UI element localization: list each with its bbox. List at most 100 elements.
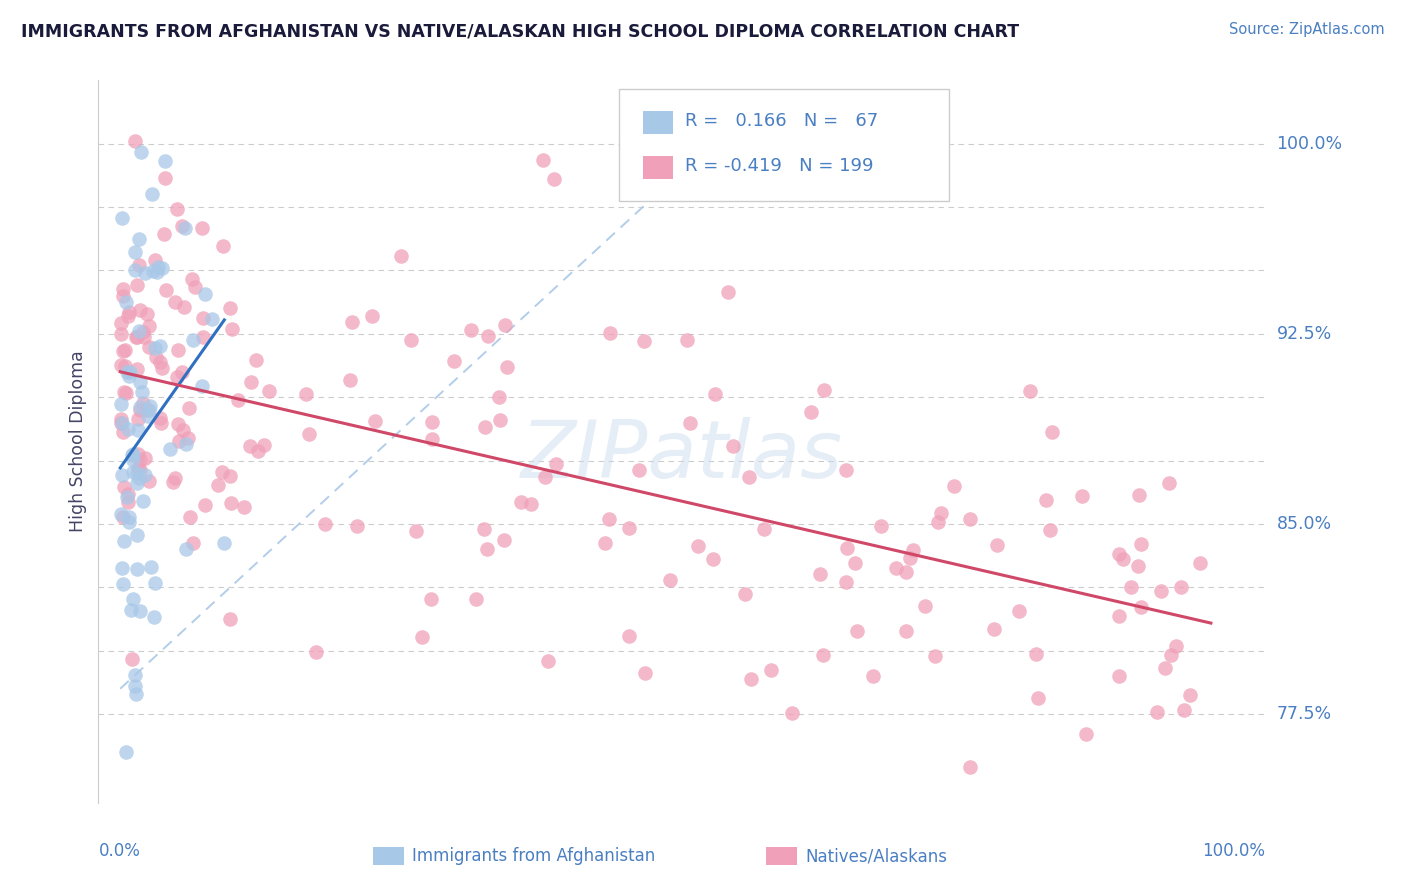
Point [411,631,433,645]
Point [150,261,173,276]
Point [110,416,132,430]
Point [131,396,153,410]
Point [420,432,443,446]
Point [145,351,167,365]
Point [136,409,159,423]
Point [495,359,517,374]
Point [129,453,152,467]
Point [129,375,152,389]
Point [181,535,204,549]
Point [598,512,620,526]
Point [634,665,657,680]
Point [191,220,214,235]
Point [717,285,740,300]
Point [117,422,139,436]
Point [128,471,150,485]
Point [239,376,262,390]
Point [138,402,160,417]
Point [159,442,181,456]
Point [704,387,727,401]
Point [721,439,744,453]
Point [121,448,143,462]
Point [146,265,169,279]
Point [138,319,160,334]
Point [599,326,621,340]
Point [131,385,153,400]
Point [111,211,134,226]
Point [121,652,143,666]
Point [180,272,202,286]
Point [1173,703,1195,717]
Point [474,420,496,434]
Point [835,463,858,477]
Point [125,362,148,376]
Point [1025,647,1047,661]
Point [132,494,155,508]
Point [124,679,146,693]
Point [959,760,981,774]
Point [172,219,194,234]
Point [117,490,139,504]
Point [520,497,543,511]
Point [143,342,166,356]
Point [127,412,149,426]
Point [150,361,173,376]
Point [361,309,384,323]
Point [194,287,217,301]
Point [221,322,243,336]
Point [1108,547,1130,561]
Point [128,402,150,417]
Point [1019,384,1042,398]
Point [110,507,132,521]
Point [617,521,640,535]
Point [1150,584,1173,599]
Point [114,385,136,400]
Point [811,648,834,663]
Point [846,624,869,639]
Point [134,467,156,482]
Point [112,480,135,494]
Point [488,413,510,427]
Point [627,463,650,477]
Point [1126,559,1149,574]
Point [117,495,139,509]
Point [112,384,135,399]
Point [835,541,858,555]
Point [124,667,146,681]
Point [537,655,560,669]
Point [1074,726,1097,740]
Point [1128,488,1150,502]
Point [465,592,488,607]
Point [183,279,205,293]
Point [543,171,565,186]
Point [252,438,274,452]
Point [153,170,176,185]
Point [131,325,153,339]
Point [314,517,336,532]
Point [138,475,160,489]
Point [659,573,682,587]
Text: Natives/Alaskans: Natives/Alaskans [806,847,948,865]
Point [212,239,235,253]
Point [128,302,150,317]
Point [305,645,328,659]
Point [112,282,135,296]
Point [115,365,138,379]
Point [297,427,319,442]
Point [898,551,921,566]
Point [177,401,200,415]
Point [117,309,139,323]
Point [173,220,195,235]
Point [239,439,262,453]
Point [110,397,132,411]
Point [136,402,159,417]
Point [942,479,965,493]
Point [112,534,135,549]
Point [1160,648,1182,662]
Point [129,605,152,619]
Point [211,465,233,479]
Point [734,587,756,601]
Point [139,399,162,413]
Text: R = -0.419   N = 199: R = -0.419 N = 199 [685,157,873,176]
Point [894,565,917,579]
